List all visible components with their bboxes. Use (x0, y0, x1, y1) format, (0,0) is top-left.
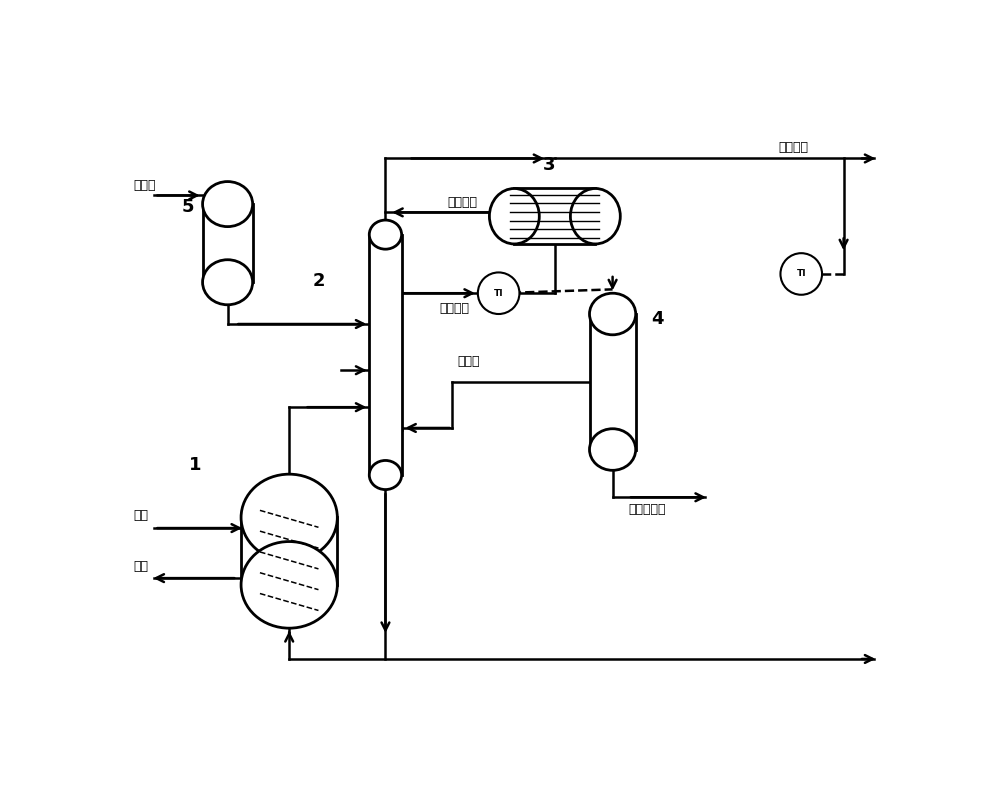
Text: 1: 1 (189, 456, 202, 474)
Ellipse shape (203, 181, 253, 227)
Text: 回收醇: 回收醇 (134, 180, 156, 192)
Text: 4: 4 (651, 310, 664, 328)
Circle shape (780, 253, 822, 295)
Text: 循环下水: 循环下水 (447, 196, 477, 209)
Circle shape (478, 273, 519, 314)
Bar (514, 188, 595, 244)
Ellipse shape (241, 541, 337, 628)
Text: 2: 2 (312, 272, 325, 289)
Text: TI: TI (796, 269, 806, 278)
Ellipse shape (589, 429, 636, 470)
Ellipse shape (241, 474, 337, 561)
Ellipse shape (369, 460, 402, 489)
Ellipse shape (369, 220, 402, 249)
Text: TI: TI (494, 288, 503, 298)
Bar (203, 204, 253, 282)
Text: 5: 5 (181, 199, 194, 217)
Text: 循环上水: 循环上水 (439, 303, 469, 315)
Bar (369, 235, 402, 475)
Ellipse shape (589, 293, 636, 335)
Bar (241, 518, 337, 585)
Text: 凝液: 凝液 (134, 560, 149, 574)
Ellipse shape (570, 188, 620, 244)
Ellipse shape (489, 188, 539, 244)
Text: 不凝气体: 不凝气体 (778, 141, 808, 154)
Text: 蒸汽: 蒸汽 (134, 509, 149, 522)
Text: 回流醇: 回流醇 (457, 355, 480, 368)
Bar (590, 314, 636, 449)
Text: 3: 3 (543, 156, 556, 174)
Text: 酯化生成水: 酯化生成水 (628, 503, 666, 515)
Ellipse shape (203, 260, 253, 305)
